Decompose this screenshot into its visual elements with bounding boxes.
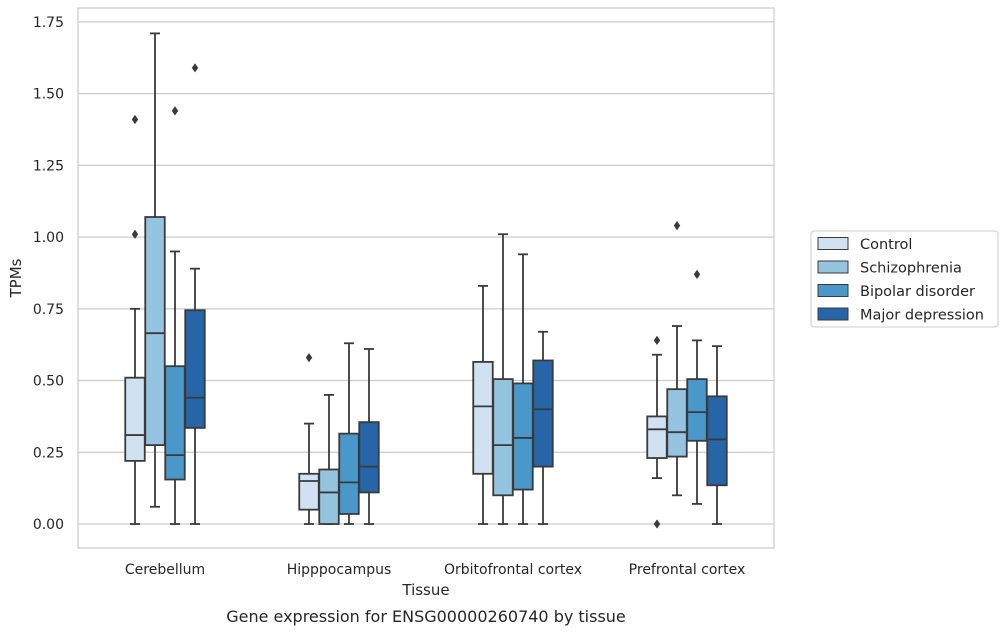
box-schizophrenia	[144, 32, 166, 508]
legend-label: Control	[860, 237, 912, 253]
box-iqr	[164, 365, 186, 481]
box-iqr	[298, 472, 320, 511]
y-tick-label: 0.25	[33, 445, 64, 461]
box-major-depression	[358, 348, 380, 525]
outlier-point	[131, 229, 139, 239]
box-control	[646, 335, 668, 529]
box-iqr	[666, 388, 688, 458]
legend-label: Bipolar disorder	[860, 284, 975, 300]
box-iqr	[358, 421, 380, 494]
y-tick-labels: 0.00 0.25 0.50 0.75 1.00 1.25 1.50 1.75	[33, 15, 64, 533]
legend-label: Major depression	[860, 308, 984, 324]
legend-frame	[810, 230, 999, 328]
x-axis-label: Tissue	[401, 581, 449, 599]
box-iqr	[338, 432, 360, 515]
outlier-point	[171, 106, 179, 116]
box-iqr	[646, 415, 668, 459]
outlier-point	[653, 335, 661, 345]
x-tick-label: Hipppocampus	[287, 562, 392, 578]
outlier-point	[653, 519, 661, 529]
box-iqr	[686, 378, 708, 442]
outlier-point	[693, 269, 701, 279]
box-iqr	[472, 361, 494, 475]
box-iqr	[532, 359, 554, 468]
box-iqr	[706, 395, 728, 487]
y-tick-label: 0.00	[33, 517, 64, 533]
box-iqr	[144, 216, 166, 447]
plot-frame	[77, 7, 775, 549]
box-major-depression	[706, 345, 728, 525]
box-iqr	[492, 378, 514, 497]
box-bipolar-disorder	[338, 342, 360, 525]
box-control	[298, 352, 320, 525]
legend-swatch	[817, 284, 849, 297]
legend-swatch	[817, 260, 849, 274]
legend: Control Schizophrenia Bipolar disorder Majo…	[810, 230, 999, 328]
outlier-point	[131, 114, 139, 125]
outlier-point	[305, 352, 313, 363]
x-tick-label: Prefrontal cortex	[629, 562, 746, 578]
box-control	[472, 284, 494, 525]
chart-caption: Gene expression for ENSG00000260740 by t…	[226, 607, 626, 626]
box-iqr	[318, 468, 340, 525]
box-iqr	[184, 309, 206, 429]
x-tick-label: Cerebellum	[125, 562, 205, 578]
y-tick-label: 0.75	[33, 302, 64, 318]
outlier-point	[191, 63, 199, 73]
legend-swatch	[817, 237, 849, 250]
box-major-depression	[184, 63, 206, 525]
outlier-point	[673, 221, 681, 231]
box-iqr	[124, 376, 146, 462]
y-tick-label: 0.50	[33, 374, 64, 390]
y-tick-label: 1.25	[33, 158, 64, 174]
legend-swatch	[817, 307, 849, 321]
box-layer	[124, 32, 728, 529]
y-tick-label: 1.00	[33, 230, 64, 246]
y-tick-label: 1.50	[33, 87, 64, 103]
legend-label: Schizophrenia	[860, 261, 962, 277]
x-tick-labels: Cerebellum Hipppocampus Orbitofrontal cort…	[125, 562, 745, 578]
box-bipolar-disorder	[686, 269, 708, 505]
y-tick-label: 1.75	[33, 15, 64, 31]
box-control	[124, 114, 146, 525]
box-major-depression	[532, 330, 554, 525]
y-axis-label: TPMs	[7, 258, 25, 298]
box-iqr	[512, 382, 534, 491]
box-bipolar-disorder	[512, 253, 534, 525]
x-tick-label: Orbitofrontal cortex	[444, 562, 582, 578]
